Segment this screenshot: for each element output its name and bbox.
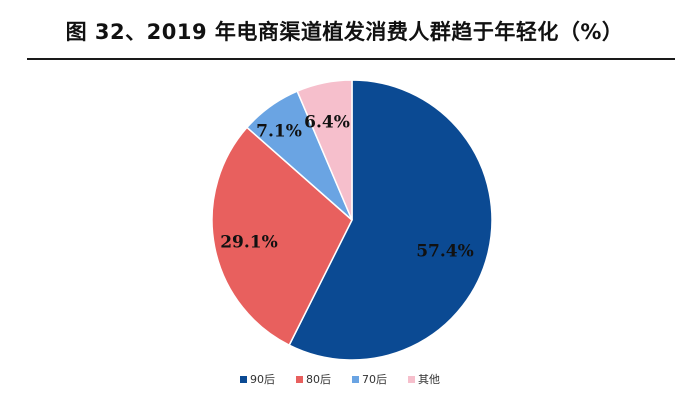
- legend-swatch-1: [240, 376, 247, 383]
- legend-label-4: 其他: [418, 373, 440, 386]
- title-divider: [27, 58, 675, 60]
- slice-label-4: 6.4%: [304, 113, 350, 133]
- slice-label-2: 29.1%: [220, 233, 278, 253]
- chart-title: 图 32、2019 年电商渠道植发消费人群趋于年轻化（%）: [65, 20, 624, 44]
- pie-slice-2: [211, 126, 353, 347]
- pie-slice-4: [296, 79, 353, 221]
- legend-swatch-4: [408, 376, 415, 383]
- pie-slices: [211, 79, 493, 361]
- legend-label-2: 80后: [306, 373, 331, 386]
- pie-data-labels: 57.4% 29.1% 7.1% 6.4%: [220, 113, 474, 262]
- legend-label-3: 70后: [362, 373, 387, 386]
- slice-label-3: 7.1%: [256, 122, 302, 142]
- legend: 90后 80后 70后 其他: [240, 373, 440, 386]
- pie-slice-1: [288, 79, 493, 361]
- legend-label-1: 90后: [250, 373, 275, 386]
- slice-label-1: 57.4%: [416, 242, 474, 262]
- legend-swatch-3: [352, 376, 359, 383]
- legend-swatch-2: [296, 376, 303, 383]
